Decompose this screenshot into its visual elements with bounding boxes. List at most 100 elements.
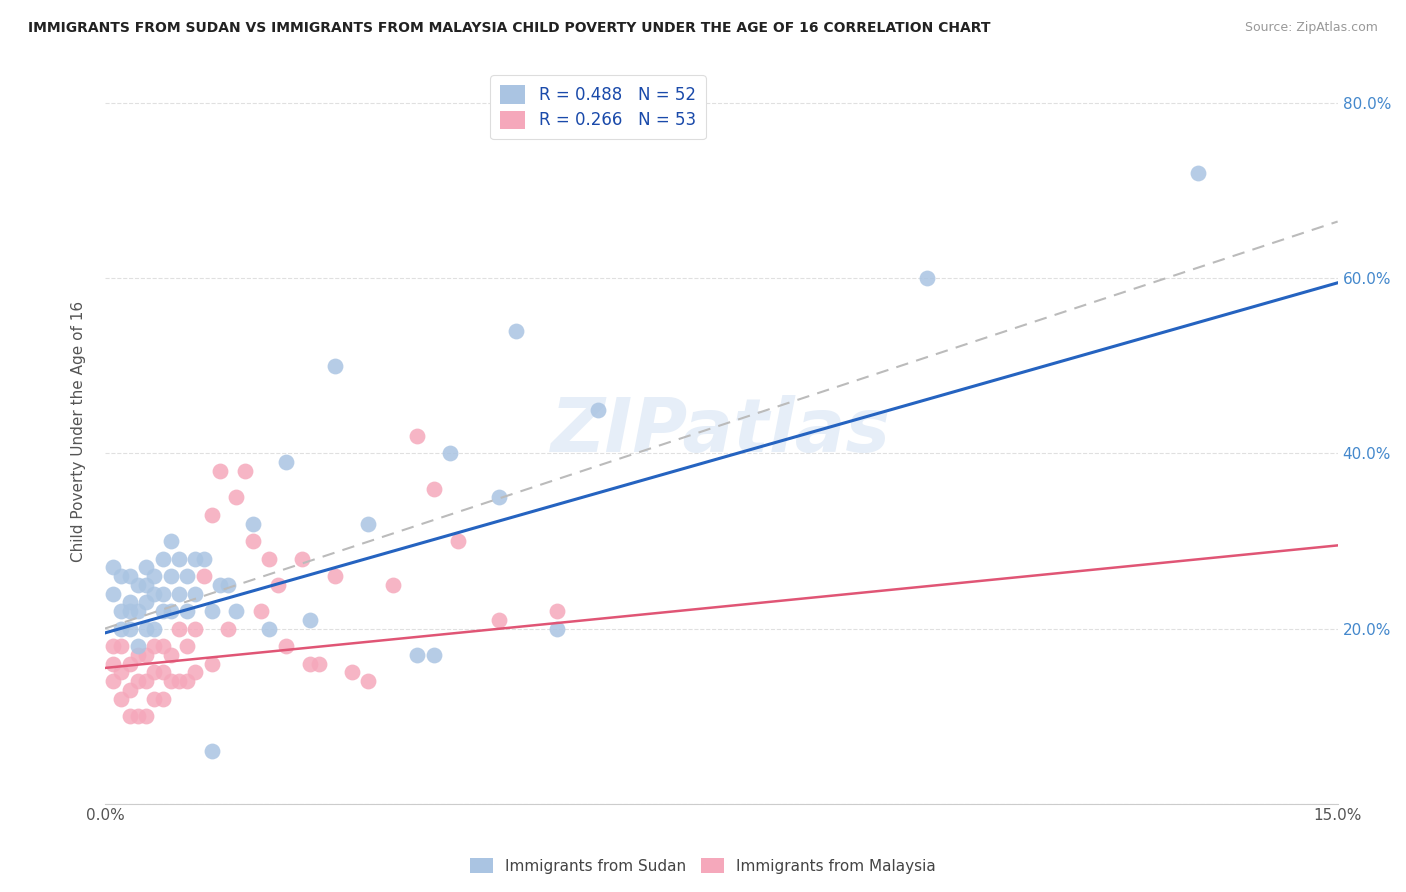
Point bbox=[184, 665, 207, 680]
Point bbox=[103, 639, 125, 653]
Point bbox=[259, 622, 281, 636]
Point bbox=[127, 604, 149, 618]
Point bbox=[110, 622, 132, 636]
Point bbox=[167, 551, 190, 566]
Point bbox=[274, 455, 297, 469]
Point bbox=[184, 551, 207, 566]
Point bbox=[357, 516, 380, 531]
Point bbox=[208, 464, 231, 478]
Point bbox=[259, 551, 281, 566]
Point bbox=[546, 622, 568, 636]
Point bbox=[135, 622, 157, 636]
Point bbox=[152, 639, 174, 653]
Point bbox=[357, 674, 380, 689]
Point bbox=[159, 604, 181, 618]
Point bbox=[127, 578, 149, 592]
Point bbox=[439, 446, 461, 460]
Point bbox=[127, 709, 149, 723]
Point bbox=[176, 639, 198, 653]
Legend: R = 0.488   N = 52, R = 0.266   N = 53: R = 0.488 N = 52, R = 0.266 N = 53 bbox=[491, 75, 706, 139]
Point bbox=[406, 429, 429, 443]
Point bbox=[201, 604, 224, 618]
Point bbox=[422, 482, 444, 496]
Point bbox=[103, 674, 125, 689]
Text: Source: ZipAtlas.com: Source: ZipAtlas.com bbox=[1244, 21, 1378, 34]
Point bbox=[505, 324, 527, 338]
Point bbox=[217, 622, 239, 636]
Point bbox=[915, 271, 938, 285]
Point bbox=[110, 569, 132, 583]
Point bbox=[118, 622, 141, 636]
Point bbox=[488, 613, 510, 627]
Point bbox=[118, 682, 141, 697]
Point bbox=[103, 586, 125, 600]
Point bbox=[135, 709, 157, 723]
Point bbox=[152, 604, 174, 618]
Point bbox=[159, 569, 181, 583]
Point bbox=[586, 402, 609, 417]
Point bbox=[135, 674, 157, 689]
Point bbox=[242, 516, 264, 531]
Point bbox=[118, 604, 141, 618]
Point bbox=[422, 648, 444, 662]
Point bbox=[176, 674, 198, 689]
Point bbox=[323, 569, 346, 583]
Point bbox=[217, 578, 239, 592]
Point bbox=[135, 648, 157, 662]
Point bbox=[143, 639, 166, 653]
Point bbox=[242, 534, 264, 549]
Point bbox=[488, 490, 510, 504]
Point bbox=[176, 569, 198, 583]
Point bbox=[110, 691, 132, 706]
Point bbox=[127, 648, 149, 662]
Point bbox=[159, 674, 181, 689]
Point bbox=[110, 639, 132, 653]
Point bbox=[110, 604, 132, 618]
Point bbox=[266, 578, 288, 592]
Text: IMMIGRANTS FROM SUDAN VS IMMIGRANTS FROM MALAYSIA CHILD POVERTY UNDER THE AGE OF: IMMIGRANTS FROM SUDAN VS IMMIGRANTS FROM… bbox=[28, 21, 991, 35]
Point bbox=[274, 639, 297, 653]
Point bbox=[167, 622, 190, 636]
Point bbox=[225, 604, 247, 618]
Point bbox=[193, 569, 215, 583]
Point bbox=[167, 674, 190, 689]
Point bbox=[447, 534, 470, 549]
Point bbox=[103, 560, 125, 574]
Point bbox=[201, 657, 224, 671]
Point bbox=[152, 691, 174, 706]
Point bbox=[152, 551, 174, 566]
Point bbox=[118, 595, 141, 609]
Point bbox=[159, 534, 181, 549]
Point bbox=[233, 464, 256, 478]
Point bbox=[201, 508, 224, 522]
Point bbox=[323, 359, 346, 373]
Point bbox=[152, 586, 174, 600]
Point bbox=[546, 604, 568, 618]
Point bbox=[127, 674, 149, 689]
Point bbox=[143, 569, 166, 583]
Point bbox=[299, 657, 322, 671]
Point bbox=[340, 665, 363, 680]
Point bbox=[159, 648, 181, 662]
Point bbox=[184, 586, 207, 600]
Text: ZIPatlas: ZIPatlas bbox=[551, 395, 891, 468]
Point bbox=[152, 665, 174, 680]
Point bbox=[1187, 166, 1209, 180]
Point bbox=[127, 639, 149, 653]
Point bbox=[143, 622, 166, 636]
Point bbox=[103, 657, 125, 671]
Point bbox=[143, 586, 166, 600]
Point bbox=[250, 604, 273, 618]
Point bbox=[225, 490, 247, 504]
Point bbox=[110, 665, 132, 680]
Point bbox=[406, 648, 429, 662]
Legend: Immigrants from Sudan, Immigrants from Malaysia: Immigrants from Sudan, Immigrants from M… bbox=[464, 852, 942, 880]
Point bbox=[184, 622, 207, 636]
Point bbox=[299, 613, 322, 627]
Point bbox=[143, 665, 166, 680]
Point bbox=[118, 569, 141, 583]
Point bbox=[208, 578, 231, 592]
Point bbox=[381, 578, 404, 592]
Point bbox=[176, 604, 198, 618]
Point bbox=[135, 560, 157, 574]
